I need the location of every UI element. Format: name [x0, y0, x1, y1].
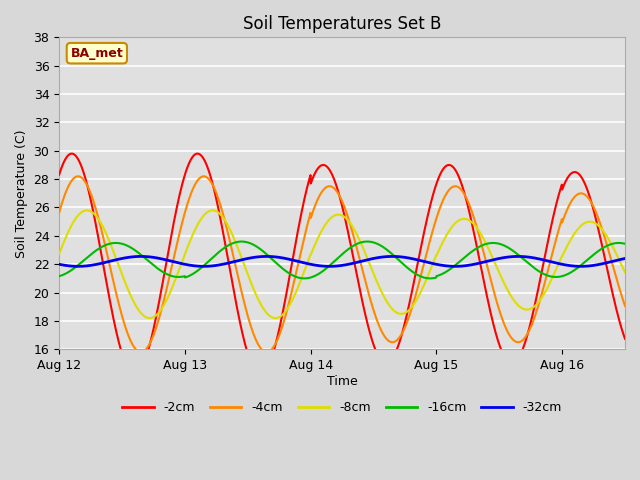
- Y-axis label: Soil Temperature (C): Soil Temperature (C): [15, 129, 28, 258]
- Title: Soil Temperatures Set B: Soil Temperatures Set B: [243, 15, 441, 33]
- Legend: -2cm, -4cm, -8cm, -16cm, -32cm: -2cm, -4cm, -8cm, -16cm, -32cm: [117, 396, 567, 419]
- Text: BA_met: BA_met: [70, 47, 124, 60]
- X-axis label: Time: Time: [326, 375, 358, 388]
